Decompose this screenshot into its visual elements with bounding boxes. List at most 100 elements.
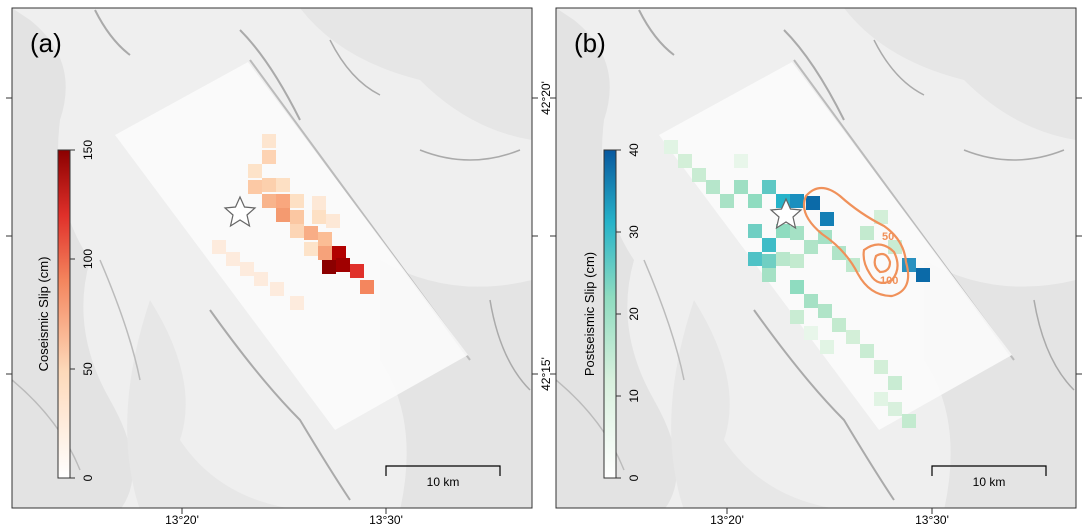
slip-patch — [734, 154, 748, 168]
scale-bar-a — [385, 465, 501, 476]
colorbar-tick-b-4: 40 — [627, 143, 641, 157]
slip-patch — [790, 226, 804, 240]
slip-patch — [734, 180, 748, 194]
slip-patch — [832, 318, 846, 332]
slip-patch — [790, 254, 804, 268]
slip-patch — [262, 134, 276, 148]
slip-patch — [818, 304, 832, 318]
slip-patch — [762, 254, 776, 268]
slip-patch — [804, 326, 818, 340]
x-tick-b-1: 13°30' — [915, 513, 949, 527]
slip-patch — [326, 214, 340, 228]
slip-patch — [748, 224, 762, 238]
slip-patch — [902, 414, 916, 428]
slip-patch — [874, 360, 888, 374]
slip-patch — [820, 212, 834, 226]
slip-patch — [254, 272, 268, 286]
slip-patch — [790, 280, 804, 294]
slip-patch — [332, 246, 346, 260]
slip-patch — [790, 194, 804, 208]
slip-patch — [276, 194, 290, 208]
slip-patch — [290, 194, 304, 208]
colorbar-tick-b-1: 10 — [627, 389, 641, 403]
slip-patch — [290, 224, 304, 238]
slip-patch — [916, 268, 930, 282]
colorbar-title-b: Postseismic Slip (cm) — [582, 252, 597, 376]
slip-patch — [720, 194, 734, 208]
colorbar-tick-a-3: 150 — [81, 140, 95, 160]
slip-patch — [762, 180, 776, 194]
coseismic-contours — [802, 186, 910, 298]
panel-label-b: (b) — [574, 28, 606, 58]
slip-patch — [706, 180, 720, 194]
contour-label-50: 50 — [882, 231, 894, 243]
scale-bar-label-b: 10 km — [973, 475, 1006, 489]
slip-patch — [820, 340, 834, 354]
slip-patch — [832, 246, 846, 260]
colorbar-tick-a-2: 100 — [81, 249, 95, 269]
colorbar-tick-b-2: 20 — [627, 307, 641, 321]
slip-patch — [304, 242, 318, 256]
slip-patch — [748, 252, 762, 266]
x-tick-b-0: 13°20' — [710, 513, 744, 527]
slip-patch — [678, 154, 692, 168]
y-tick-b-1: 42°15' — [539, 357, 553, 391]
slip-patch — [748, 194, 762, 208]
slip-patch — [762, 268, 776, 282]
slip-patch — [212, 240, 226, 254]
y-tick-b-0: 42°20' — [539, 81, 553, 115]
colorbar-tick-b-0: 0 — [627, 474, 641, 481]
slip-patch — [776, 252, 790, 266]
slip-patch — [860, 226, 874, 240]
slip-patch — [262, 194, 276, 208]
epicenter-star-icon — [769, 197, 803, 230]
slip-patch — [262, 178, 276, 192]
slip-patch — [248, 164, 262, 178]
colorbar-a — [57, 149, 71, 479]
slip-patch — [874, 392, 888, 406]
x-tick-a-1: 13°30' — [369, 513, 403, 527]
slip-patch — [240, 262, 254, 276]
slip-patch — [318, 246, 332, 260]
slip-patch — [290, 296, 304, 310]
colorbar-tick-b-3: 30 — [627, 225, 641, 239]
scale-bar-label-a: 10 km — [427, 475, 460, 489]
slip-patch — [270, 282, 284, 296]
slip-patch — [322, 260, 336, 274]
slip-patch — [860, 344, 874, 358]
slip-patch — [318, 232, 332, 246]
slip-patch — [226, 252, 240, 266]
slip-patch — [312, 196, 326, 210]
slip-patch — [276, 208, 290, 222]
slip-patch — [902, 258, 916, 272]
slip-patch — [806, 196, 820, 210]
colorbar-tick-a-0: 0 — [81, 474, 95, 481]
slip-patch — [790, 310, 804, 324]
slip-patch — [874, 210, 888, 224]
colorbar-title-a: Coseismic Slip (cm) — [36, 257, 51, 372]
slip-patch — [312, 210, 326, 224]
epicenter-star-icon — [223, 195, 257, 228]
slip-patch — [262, 150, 276, 164]
slip-patch — [304, 226, 318, 240]
colorbar-b — [603, 149, 617, 479]
slip-patch — [804, 294, 818, 308]
slip-patch — [336, 258, 350, 272]
contour-label-100: 100 — [880, 275, 898, 287]
slip-patch — [804, 240, 818, 254]
panel-label-a: (a) — [30, 28, 62, 58]
slip-patch — [664, 140, 678, 154]
slip-patch — [888, 402, 902, 416]
slip-patch — [290, 210, 304, 224]
slip-patch — [692, 168, 706, 182]
terrain-a — [12, 8, 532, 508]
slip-patch — [350, 264, 364, 278]
scale-bar-b — [931, 465, 1047, 476]
colorbar-tick-a-1: 50 — [81, 362, 95, 376]
slip-patch — [276, 178, 290, 192]
slip-patch — [248, 180, 262, 194]
slip-patch — [360, 280, 374, 294]
slip-patch — [762, 238, 776, 252]
slip-patch — [888, 376, 902, 390]
